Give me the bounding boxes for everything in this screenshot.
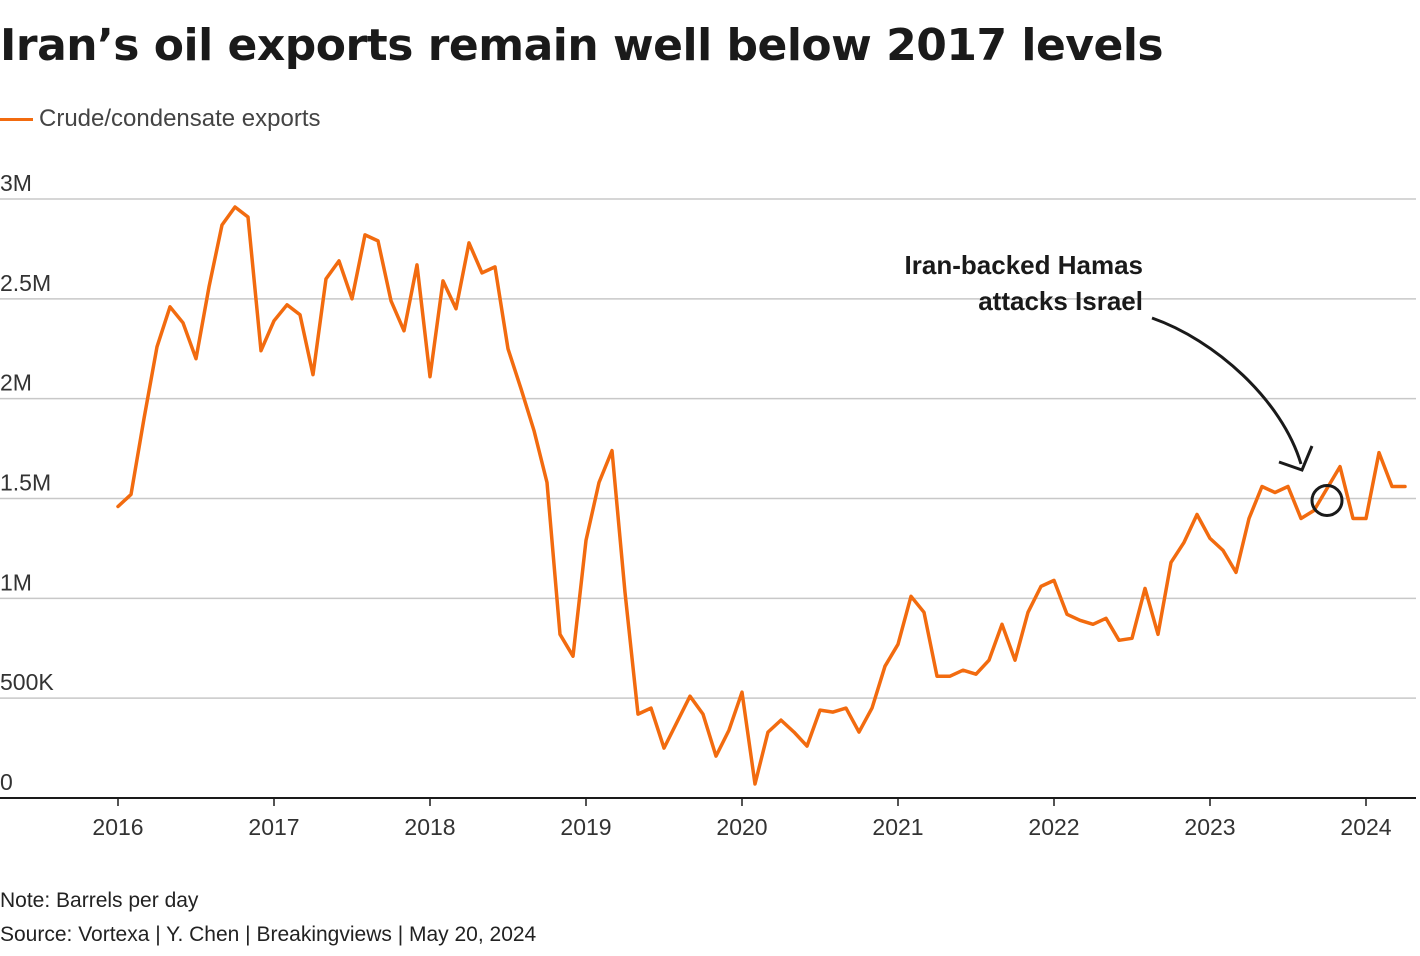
x-tick-label: 2019 xyxy=(560,814,611,840)
annotation-text: Iran-backed Hamas xyxy=(905,250,1143,280)
source-text: Source: Vortexa | Y. Chen | Breakingview… xyxy=(0,923,537,946)
y-tick-label: 3M xyxy=(0,170,32,196)
y-tick-label: 2.5M xyxy=(0,270,51,296)
note-text: Note: Barrels per day xyxy=(0,889,199,912)
annotation-circle xyxy=(1310,483,1344,517)
x-tick-label: 2021 xyxy=(872,814,923,840)
y-tick-label: 1M xyxy=(0,569,32,595)
x-tick-label: 2017 xyxy=(248,814,299,840)
legend-label: Crude/condensate exports xyxy=(39,105,321,132)
legend: Crude/condensate exports xyxy=(0,105,321,133)
x-tick-label: 2018 xyxy=(404,814,455,840)
annotation-text: attacks Israel xyxy=(978,286,1143,316)
x-tick-label: 2016 xyxy=(92,814,143,840)
annotation-arrow xyxy=(1151,316,1303,465)
y-tick-label: 1.5M xyxy=(0,470,51,496)
x-tick-label: 2024 xyxy=(1340,814,1391,840)
y-tick-label: 500K xyxy=(0,669,54,695)
chart-title: Iran’s oil exports remain well below 201… xyxy=(0,20,1164,71)
y-tick-label: 2M xyxy=(0,370,32,396)
legend-swatch xyxy=(0,117,33,121)
x-tick-label: 2020 xyxy=(716,814,767,840)
x-tick-label: 2022 xyxy=(1028,814,1079,840)
annotation-arrowhead xyxy=(1278,445,1314,472)
x-tick-label: 2023 xyxy=(1184,814,1235,840)
series-line xyxy=(116,205,1407,786)
y-tick-label: 0 xyxy=(0,769,13,795)
